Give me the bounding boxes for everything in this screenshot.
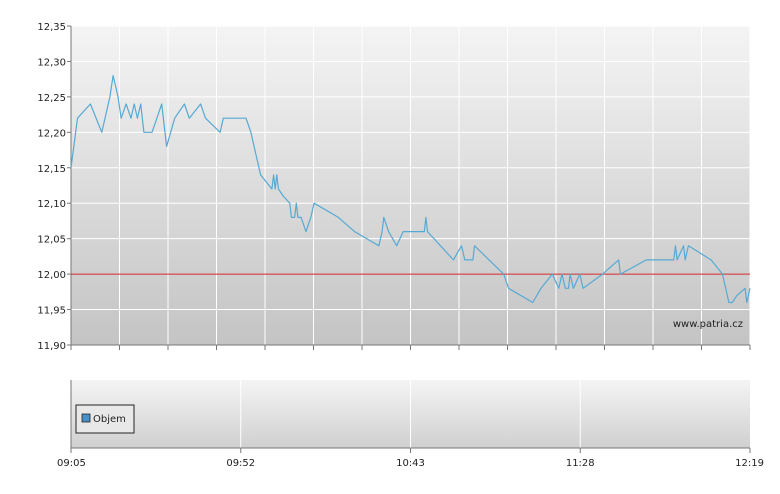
x-tick-label: 09:05: [57, 458, 86, 469]
x-tick-label: 09:52: [226, 458, 255, 469]
x-tick-label: 12:19: [735, 458, 764, 469]
volume-chart: Objem 09:05 09:52 10:43 11:28 12:19: [57, 380, 764, 469]
x-tick-label: 11:28: [566, 458, 595, 469]
price-y-tick-label: 12,15: [37, 164, 66, 175]
price-series-line: [70, 74, 751, 304]
x-tick-label: 10:43: [396, 458, 425, 469]
price-y-tick-label: 12,00: [37, 270, 66, 281]
volume-legend-swatch: [81, 413, 91, 423]
price-y-tick-label: 11,95: [37, 306, 66, 317]
price-chart: 12,35 12,30 12,25 12,20 12,15 12,10 12,05 12,00…: [37, 22, 751, 352]
volume-legend-label: Objem: [93, 414, 126, 425]
price-y-axis: 12,35 12,30 12,25 12,20 12,15 12,10 12,05 12,00…: [37, 22, 71, 352]
price-y-tick-label: 11,90: [37, 341, 66, 352]
volume-x-axis: 09:05 09:52 10:43 11:28 12:19: [57, 448, 764, 469]
price-y-tick-label: 12,20: [37, 128, 66, 139]
volume-grid: [240, 380, 581, 448]
price-y-tick-label: 12,30: [37, 57, 66, 68]
price-x-ticks: [70, 345, 751, 350]
volume-legend: Objem: [75, 404, 135, 434]
price-y-tick-label: 12,10: [37, 199, 66, 210]
price-y-tick-label: 12,05: [37, 235, 66, 246]
price-y-tick-label: 12,25: [37, 93, 66, 104]
watermark: www.patria.cz: [673, 319, 743, 330]
price-y-tick-label: 12,35: [37, 22, 66, 33]
